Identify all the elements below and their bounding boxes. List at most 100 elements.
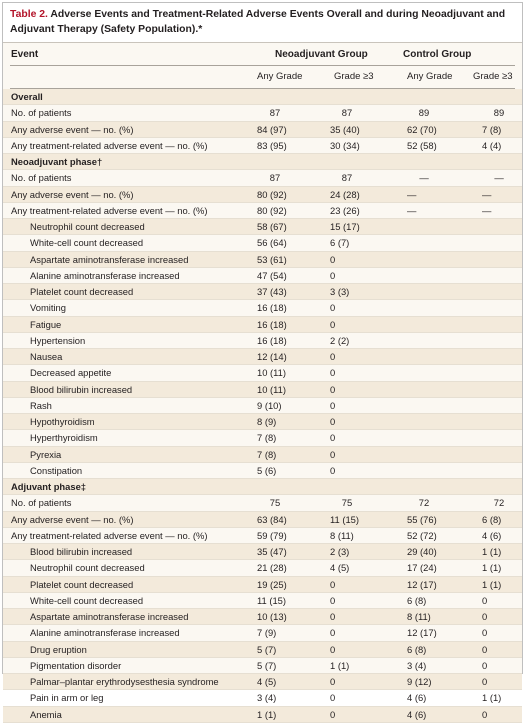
neo-any-grade-cell: 7 (9) (257, 627, 277, 639)
section-label: Adjuvant phase‡ (11, 481, 87, 492)
event-label: Drug eruption (30, 643, 87, 655)
control-any-grade-cell: 8 (11) (407, 611, 431, 622)
control-any-grade-cell: 4 (6) (407, 708, 427, 720)
header-control-group: Control Group (403, 49, 472, 60)
event-label: Hypertension (30, 334, 86, 346)
event-label: Hypothyroidism (30, 416, 95, 427)
table-row: Hypothyroidism 8 (9) 0 (3, 414, 522, 431)
neo-any-grade-cell: 56 (64) (257, 237, 287, 249)
neo-grade3-cell: 0 (330, 578, 336, 590)
neo-grade3-cell: 30 (34) (330, 139, 360, 151)
neo-any-grade-cell: 7 (8) (257, 432, 277, 444)
table-row: White-cell count decreased 11 (15) 0 6 (8) 0 (3, 593, 522, 609)
neo-any-grade-cell: 3 (4) (257, 692, 277, 704)
control-grade3-cell: 0 (482, 643, 488, 655)
neo-any-grade-cell: 59 (79) (257, 529, 287, 541)
neo-grade3-cell: 0 (330, 383, 336, 395)
neo-grade3-cell: 2 (3) (330, 546, 350, 557)
neo-grade3-cell: 75 (341, 497, 353, 509)
control-any-grade-cell: 6 (8) (407, 643, 427, 655)
neo-any-grade-cell: 1 (1) (257, 708, 277, 720)
neo-grade3-cell: 0 (330, 643, 336, 655)
neo-grade3-cell: 87 (341, 172, 353, 184)
control-grade3-cell: 7 (8) (482, 123, 502, 135)
subheader-grade3-2: Grade ≥3 (473, 71, 513, 82)
neo-any-grade-cell: 47 (54) (257, 269, 287, 281)
neo-grade3-cell: 6 (7) (330, 237, 350, 249)
table-row: Aspartate aminotransferase increased 53 (… (3, 251, 522, 268)
subheader-any-grade-1: Any Grade (257, 71, 303, 82)
neo-grade3-cell: 0 (330, 448, 336, 460)
neo-any-grade-cell: 58 (67) (257, 221, 287, 232)
event-label: Fatigue (30, 318, 62, 330)
event-label: Aspartate aminotransferase increased (30, 253, 189, 265)
table-row: Drug eruption 5 (7) 0 6 (8) 0 (3, 641, 522, 658)
control-grade3-cell: 72 (493, 497, 505, 509)
neo-any-grade-cell: 87 (269, 172, 281, 184)
table-caption: Table 2. Adverse Events and Treatment-Re… (3, 3, 522, 43)
table-row: Aspartate aminotransferase increased 10 (… (3, 609, 522, 626)
event-label: Any treatment-related adverse event — no… (11, 204, 208, 216)
neo-any-grade-cell: 10 (11) (257, 367, 287, 379)
neo-grade3-cell: 15 (17) (330, 221, 360, 232)
table-row: Blood bilirubin increased 35 (47) 2 (3) 29 … (3, 544, 522, 561)
neo-any-grade-cell: 9 (10) (257, 399, 282, 411)
control-any-grade-cell: 29 (40) (407, 546, 437, 557)
neo-any-grade-cell: 87 (269, 107, 281, 119)
neo-any-grade-cell: 7 (8) (257, 448, 277, 460)
neo-grade3-cell: 1 (1) (330, 659, 350, 671)
control-any-grade-cell: 52 (58) (407, 139, 437, 151)
table-row: No. of patients 87 87 — — (3, 170, 522, 187)
neo-grade3-cell: 0 (330, 399, 336, 411)
table-row: Rash 9 (10) 0 (3, 398, 522, 414)
header-neoadjuvant-group: Neoadjuvant Group (275, 49, 368, 60)
neo-grade3-cell: 0 (330, 464, 336, 476)
table-row: Pain in arm or leg 3 (4) 0 4 (6) 1 (1) (3, 690, 522, 707)
event-label: Pigmentation disorder (30, 659, 122, 671)
event-label: No. of patients (11, 172, 72, 184)
event-label: Platelet count decreased (30, 286, 134, 297)
event-label: Platelet count decreased (30, 578, 134, 590)
table-row: Nausea 12 (14) 0 (3, 349, 522, 366)
neo-grade3-cell: 4 (5) (330, 562, 350, 574)
neo-grade3-cell: 23 (26) (330, 204, 360, 216)
table-number: Table 2. (10, 9, 48, 20)
event-label: Aspartate aminotransferase increased (30, 611, 189, 622)
table-row: Hypertension 16 (18) 2 (2) (3, 333, 522, 349)
control-any-grade-cell: — (407, 204, 417, 216)
neo-grade3-cell: 0 (330, 367, 336, 379)
table-row: Platelet count decreased 37 (43) 3 (3) (3, 284, 522, 301)
table-row: No. of patients 75 75 72 72 (3, 495, 522, 512)
header-row: Event Neoadjuvant Group Control Group (3, 43, 522, 65)
control-grade3-cell: 1 (1) (482, 692, 502, 704)
event-label: Any adverse event — no. (%) (11, 123, 134, 135)
table-row: Pyrexia 7 (8) 0 (3, 446, 522, 463)
table-row: Any adverse event — no. (%) 80 (92) 24 (28… (3, 186, 522, 203)
event-label: Pyrexia (30, 448, 62, 460)
table-row: Alanine aminotransferase increased 47 (54… (3, 268, 522, 284)
table-row: Alanine aminotransferase increased 7 (9) 0… (3, 625, 522, 642)
neo-grade3-cell: 0 (330, 676, 336, 687)
control-grade3-cell: 4 (6) (482, 529, 502, 541)
neo-grade3-cell: 0 (330, 692, 336, 704)
event-label: Pain in arm or leg (30, 692, 104, 704)
control-any-grade-cell: — (407, 188, 417, 200)
control-grade3-cell: 0 (482, 611, 488, 622)
section-header-row: Overall (3, 89, 522, 106)
table-row: Any treatment-related adverse event — no… (3, 138, 522, 154)
table-row: Neutrophil count decreased 21 (28) 4 (5) 17… (3, 560, 522, 577)
neo-grade3-cell: 24 (28) (330, 188, 360, 200)
neo-any-grade-cell: 4 (5) (257, 676, 277, 687)
neo-grade3-cell: 0 (330, 627, 336, 639)
section-header-row: Neoadjuvant phase† (3, 154, 522, 171)
neo-any-grade-cell: 16 (18) (257, 334, 287, 346)
control-any-grade-cell: 72 (418, 497, 430, 509)
table-row: Vomiting 16 (18) 0 (3, 300, 522, 317)
event-label: White-cell count decreased (30, 237, 144, 249)
event-label: Any treatment-related adverse event — no… (11, 139, 208, 151)
control-any-grade-cell: 55 (76) (407, 513, 437, 525)
control-grade3-cell: 0 (482, 676, 488, 687)
table-body: Event Neoadjuvant Group Control Group An… (3, 43, 522, 723)
table-row: Fatigue 16 (18) 0 (3, 316, 522, 333)
neo-grade3-cell: 0 (330, 708, 336, 720)
